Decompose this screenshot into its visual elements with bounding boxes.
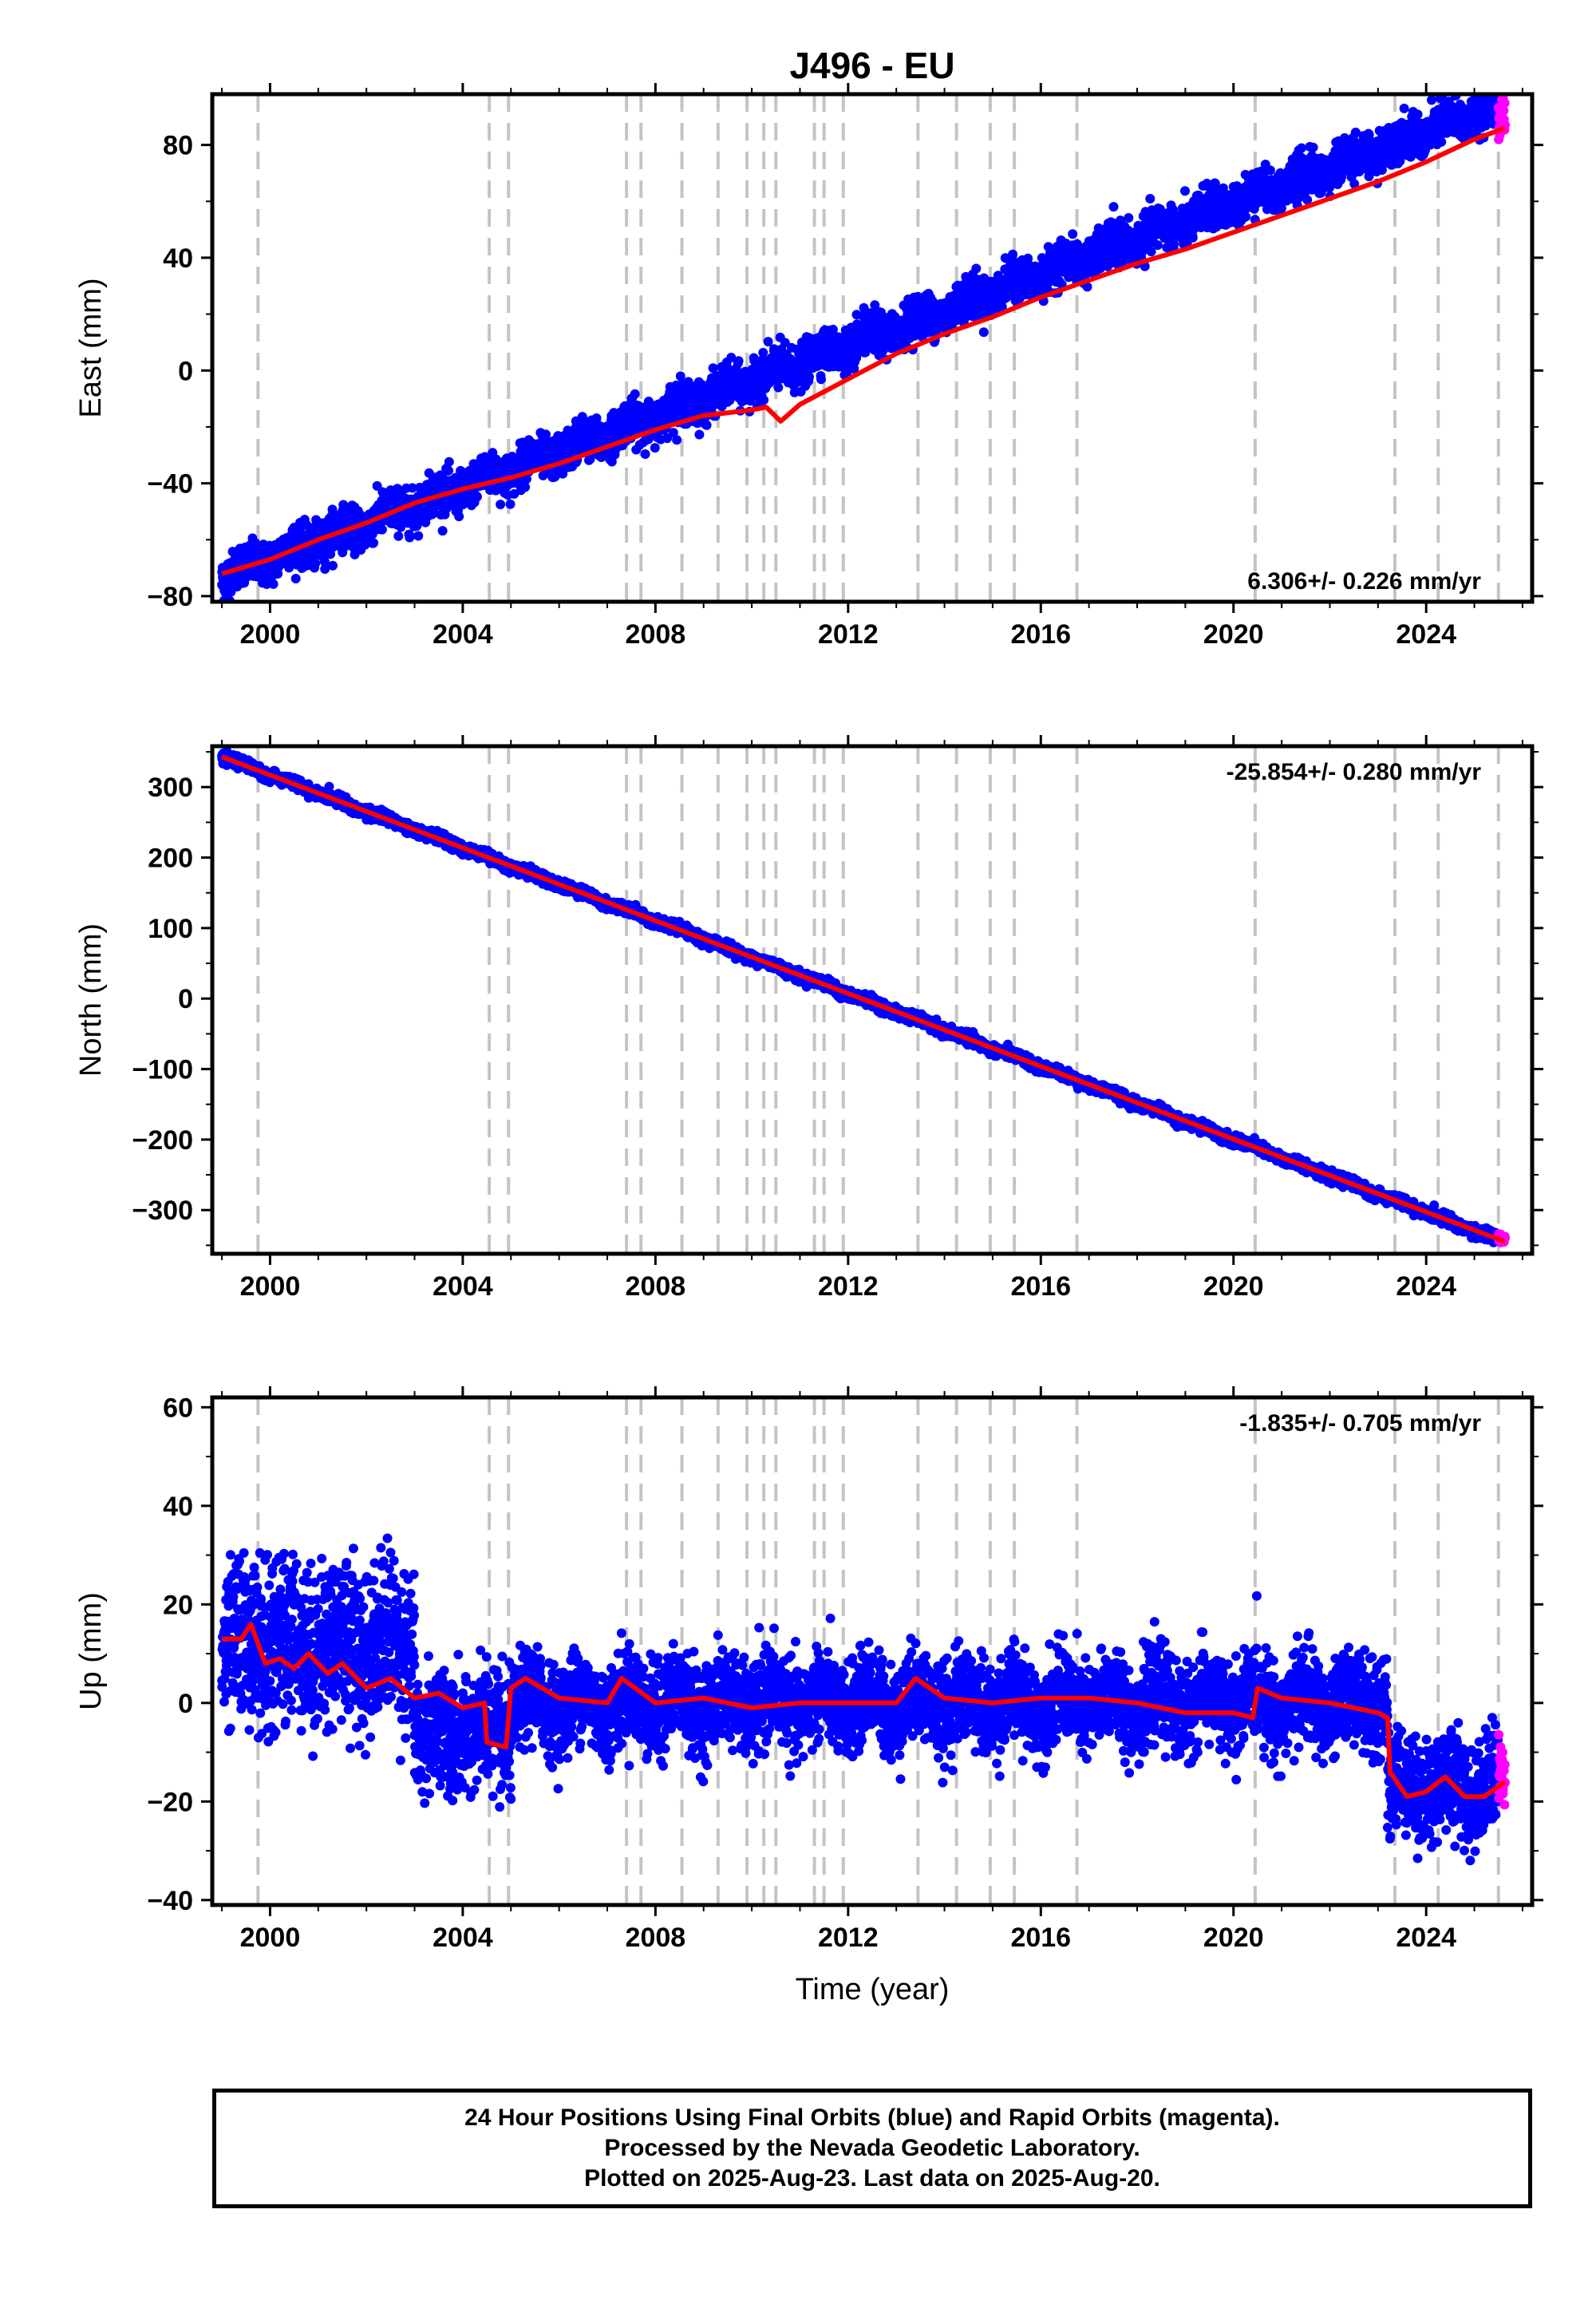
data-point bbox=[708, 363, 718, 373]
data-point bbox=[1124, 213, 1134, 223]
data-point bbox=[319, 556, 330, 567]
data-point bbox=[268, 579, 279, 589]
data-point bbox=[290, 574, 301, 583]
data-point bbox=[1145, 194, 1156, 204]
data-point bbox=[413, 531, 424, 541]
data-point bbox=[454, 512, 464, 522]
data-point bbox=[496, 500, 506, 510]
data-point bbox=[1265, 165, 1275, 176]
data-point bbox=[369, 538, 379, 548]
data-point bbox=[505, 499, 516, 509]
data-point bbox=[1068, 229, 1078, 239]
data-point bbox=[758, 347, 768, 358]
east-panel: 2000 2004 2008 2012 2016 2020 2024−80−4004080E… bbox=[74, 83, 1543, 650]
data-point bbox=[472, 492, 482, 502]
data-point bbox=[328, 560, 338, 571]
data-point bbox=[405, 532, 415, 543]
data-point bbox=[650, 443, 660, 453]
data-point bbox=[393, 531, 404, 541]
data-point bbox=[971, 263, 982, 274]
data-point bbox=[804, 372, 814, 382]
data-point bbox=[310, 558, 321, 568]
data-point bbox=[675, 371, 685, 381]
data-point bbox=[437, 526, 448, 536]
data-point bbox=[978, 327, 989, 338]
data-point bbox=[377, 524, 387, 535]
data-point bbox=[640, 449, 650, 459]
data-point bbox=[701, 420, 712, 430]
data-point bbox=[694, 429, 705, 440]
data-point bbox=[320, 564, 330, 574]
data-point bbox=[444, 465, 453, 476]
data-point bbox=[1241, 211, 1251, 222]
chart-title: J496 - EU bbox=[789, 45, 954, 86]
data-point bbox=[668, 428, 678, 438]
data-points bbox=[217, 94, 1510, 602]
data-point bbox=[773, 382, 784, 393]
data-point bbox=[407, 483, 417, 493]
data-point bbox=[672, 435, 682, 445]
data-point bbox=[816, 374, 826, 385]
data-point bbox=[1187, 232, 1198, 243]
data-point bbox=[541, 429, 551, 440]
data-point bbox=[520, 482, 531, 492]
data-point bbox=[1108, 202, 1119, 212]
data-point bbox=[444, 456, 454, 467]
data-point bbox=[759, 395, 769, 405]
data-point bbox=[1180, 186, 1190, 196]
data-point bbox=[662, 433, 673, 444]
data-point bbox=[733, 356, 744, 366]
data-point bbox=[630, 389, 640, 399]
data-point bbox=[1152, 240, 1163, 251]
